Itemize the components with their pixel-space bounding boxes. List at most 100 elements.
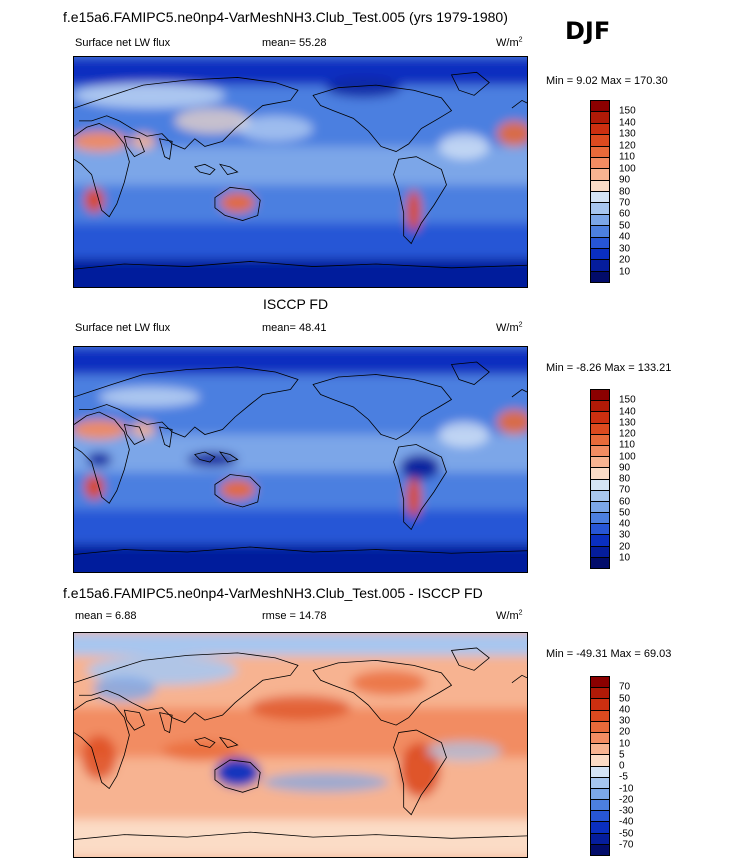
colorbar-label: 110 (619, 151, 635, 163)
colorbar-label: 140 (619, 117, 636, 129)
colorbar-label: -20 (619, 794, 634, 806)
panel2-map (73, 346, 528, 573)
colorbar-swatch (591, 135, 609, 147)
colorbar-label: 50 (619, 507, 631, 519)
panel1-map (73, 56, 528, 288)
colorbar-swatch (591, 766, 609, 778)
colorbar-swatch (591, 248, 609, 261)
colorbar-swatch (591, 271, 609, 282)
colorbar-label: 5 (619, 749, 625, 761)
panel2-left-label: Surface net LW flux (75, 322, 171, 334)
colorbar-swatch (591, 169, 609, 181)
colorbar-swatch (591, 710, 609, 722)
colorbar-label: -10 (619, 783, 634, 794)
colorbar-label: 40 (619, 518, 631, 530)
colorbar-swatch (591, 557, 609, 568)
colorbar-label: 130 (619, 128, 636, 140)
panel3-title: f.e15a6.FAMIPC5.ne0np4-VarMeshNH3.Club_T… (63, 585, 483, 601)
colorbar-label: 80 (619, 473, 631, 485)
colorbar-label: -50 (619, 828, 634, 839)
panel3-center-label: rmse = 14.78 (262, 610, 327, 622)
panel3-left-label: mean = 6.88 (75, 610, 137, 622)
panel2-colorbar (590, 389, 610, 569)
colorbar-swatch (591, 777, 609, 789)
colorbar-swatch (591, 237, 609, 249)
colorbar-swatch (591, 423, 609, 435)
colorbar-label: 40 (619, 231, 631, 243)
colorbar-swatch (591, 513, 609, 525)
colorbar-swatch (591, 214, 609, 227)
colorbar-swatch (591, 479, 609, 491)
colorbar-label: 120 (619, 428, 636, 440)
colorbar-label: 20 (619, 541, 631, 552)
colorbar-label: 10 (619, 552, 631, 564)
colorbar-swatch (591, 445, 609, 458)
colorbar-swatch (591, 490, 609, 502)
colorbar-label: 50 (619, 693, 631, 704)
colorbar-swatch (591, 755, 609, 767)
colorbar-swatch (591, 412, 609, 424)
panel3-units: W/m2 (496, 609, 523, 622)
panel3-colorbar (590, 676, 610, 856)
colorbar-label: 110 (619, 439, 635, 451)
map-field (74, 633, 527, 857)
colorbar-label: 60 (619, 208, 631, 220)
colorbar-swatch (591, 157, 609, 170)
colorbar-swatch (591, 721, 609, 733)
colorbar-swatch (591, 833, 609, 845)
colorbar-label: 20 (619, 726, 631, 738)
colorbar-swatch (591, 390, 609, 402)
colorbar-swatch (591, 688, 609, 700)
colorbar-label: 10 (619, 266, 631, 278)
panel1-title: f.e15a6.FAMIPC5.ne0np4-VarMeshNH3.Club_T… (63, 9, 508, 25)
season-label: DJF (565, 17, 611, 45)
colorbar-label: 50 (619, 220, 631, 232)
colorbar-swatch (591, 844, 609, 855)
colorbar-label: 0 (619, 760, 625, 772)
colorbar-swatch (591, 112, 609, 124)
colorbar-label: 90 (619, 462, 631, 474)
colorbar-swatch (591, 788, 609, 801)
colorbar-label: 20 (619, 254, 631, 266)
colorbar-swatch (591, 123, 609, 136)
colorbar-swatch (591, 226, 609, 238)
panel3-map (73, 632, 528, 858)
panel1-left-label: Surface net LW flux (75, 37, 171, 49)
panel2-center-label: mean= 48.41 (262, 322, 327, 334)
panel1-units: W/m2 (496, 36, 523, 49)
colorbar-label: 90 (619, 174, 631, 186)
colorbar-label: 70 (619, 197, 631, 209)
map-field (74, 57, 527, 287)
colorbar-label: 70 (619, 484, 631, 496)
colorbar-swatch (591, 192, 609, 204)
colorbar-label: 30 (619, 243, 631, 255)
colorbar-swatch (591, 434, 609, 446)
colorbar-label: 30 (619, 529, 631, 541)
map-field (74, 347, 527, 572)
colorbar-label: -40 (619, 816, 634, 828)
colorbar-label: 140 (619, 406, 636, 417)
colorbar-label: -30 (619, 805, 634, 817)
panel2-title: ISCCP FD (263, 296, 329, 312)
colorbar-swatch (591, 800, 609, 812)
colorbar-swatch (591, 699, 609, 711)
colorbar-swatch (591, 401, 609, 413)
colorbar-swatch (591, 180, 609, 192)
colorbar-swatch (591, 811, 609, 823)
colorbar-swatch (591, 457, 609, 469)
colorbar-swatch (591, 260, 609, 272)
colorbar-label: 40 (619, 704, 631, 716)
colorbar-label: 30 (619, 715, 631, 727)
colorbar-label: 100 (619, 451, 636, 462)
colorbar-swatch (591, 101, 609, 113)
colorbar-label: 100 (619, 163, 636, 175)
colorbar-swatch (591, 822, 609, 834)
colorbar-label: 80 (619, 186, 631, 197)
panel2-minmax: Min = -8.26 Max = 133.21 (546, 362, 672, 374)
colorbar-swatch (591, 468, 609, 480)
panel3-minmax: Min = -49.31 Max = 69.03 (546, 648, 672, 660)
colorbar-label: 150 (619, 394, 636, 406)
colorbar-label: 60 (619, 496, 631, 507)
colorbar-label: 150 (619, 105, 636, 117)
colorbar-label: -5 (619, 771, 628, 783)
